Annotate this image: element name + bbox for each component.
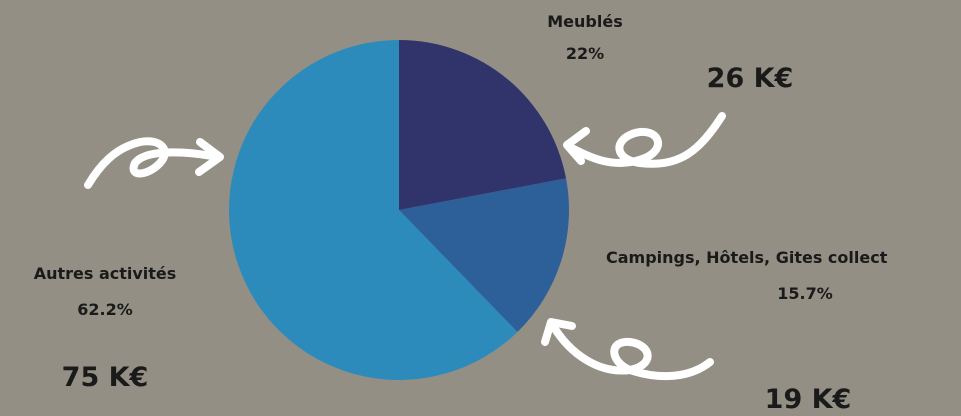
label-autres-name: Autres activités: [33, 264, 177, 283]
arrow-left-icon: [84, 137, 224, 189]
label-meubles-amount: 26 K€: [706, 63, 794, 94]
label-autres-pct: 62.2%: [77, 300, 133, 319]
label-meubles-pct: 22%: [565, 44, 605, 63]
arrow-meubles-icon: [563, 112, 726, 168]
pie-slice-2: [228, 40, 518, 380]
label-autres-amount: 75 K€: [61, 362, 149, 393]
label-meubles-name: Meublés: [547, 12, 623, 31]
label-campings-amount: 19 K€: [764, 384, 852, 415]
label-campings-pct: 15.7%: [777, 284, 833, 303]
arrow-campings-icon: [541, 318, 714, 381]
pie-slice-0: [399, 40, 567, 210]
pie-slice-1: [399, 178, 569, 332]
label-campings-name: Campings, Hôtels, Gites collect: [606, 248, 888, 267]
